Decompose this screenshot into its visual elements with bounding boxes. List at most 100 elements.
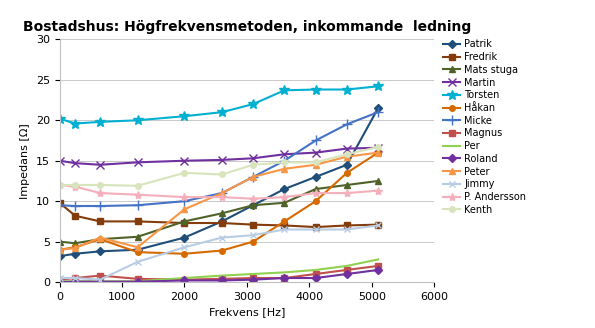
Kenth <box>56 183 63 187</box>
P. Andersson <box>312 191 319 195</box>
Per <box>96 279 104 283</box>
Line: Kenth: Kenth <box>57 144 381 189</box>
Martin <box>281 152 288 156</box>
Fredrik <box>134 219 141 223</box>
Patrik <box>218 219 226 223</box>
Magnus <box>375 264 382 268</box>
Fredrik <box>249 223 256 227</box>
Roland <box>181 278 188 282</box>
Magnus <box>56 278 63 282</box>
Torsten <box>134 118 141 122</box>
Line: Patrik: Patrik <box>57 105 381 259</box>
Kenth <box>375 145 382 149</box>
Line: Fredrik: Fredrik <box>57 200 381 230</box>
P. Andersson <box>343 191 350 195</box>
Håkan <box>134 250 141 254</box>
Peter <box>96 236 104 239</box>
Mats stuga <box>375 179 382 183</box>
Roland <box>56 280 63 284</box>
Per <box>249 272 256 276</box>
Martin <box>96 163 104 167</box>
Torsten <box>56 117 63 121</box>
Per <box>134 279 141 283</box>
Per <box>181 276 188 280</box>
Micke <box>343 122 350 126</box>
Micke <box>71 204 79 208</box>
Peter <box>56 248 63 252</box>
Magnus <box>218 277 226 281</box>
Mats stuga <box>218 211 226 215</box>
Martin <box>134 160 141 164</box>
Roland <box>312 276 319 280</box>
Mats stuga <box>96 237 104 241</box>
Peter <box>312 163 319 167</box>
Mats stuga <box>134 235 141 239</box>
Line: Micke: Micke <box>55 107 383 211</box>
Y-axis label: Impedans [Ω]: Impedans [Ω] <box>20 123 30 198</box>
P. Andersson <box>181 195 188 199</box>
Peter <box>249 175 256 179</box>
Kenth <box>312 160 319 164</box>
Kenth <box>218 173 226 176</box>
Mats stuga <box>71 241 79 245</box>
Legend: Patrik, Fredrik, Mats stuga, Martin, Torsten, Håkan, Micke, Magnus, Per, Roland,: Patrik, Fredrik, Mats stuga, Martin, Tor… <box>443 39 527 215</box>
Torsten <box>281 88 288 92</box>
Roland <box>218 278 226 282</box>
Magnus <box>343 268 350 272</box>
Jimmy <box>181 245 188 249</box>
P. Andersson <box>249 197 256 201</box>
Fredrik <box>375 223 382 227</box>
Torsten <box>218 110 226 114</box>
Kenth <box>71 183 79 187</box>
Patrik <box>71 252 79 256</box>
P. Andersson <box>281 195 288 199</box>
Patrik <box>312 175 319 179</box>
Jimmy <box>218 236 226 239</box>
Håkan <box>56 248 63 252</box>
Torsten <box>249 102 256 106</box>
P. Andersson <box>71 185 79 189</box>
Roland <box>71 280 79 284</box>
Peter <box>181 207 188 211</box>
Micke <box>281 159 288 163</box>
Jimmy <box>134 260 141 264</box>
P. Andersson <box>218 195 226 199</box>
Micke <box>134 203 141 207</box>
Torsten <box>375 84 382 88</box>
Torsten <box>343 88 350 92</box>
Fredrik <box>312 225 319 229</box>
Line: Håkan: Håkan <box>57 150 381 256</box>
Micke <box>375 110 382 114</box>
Per <box>281 270 288 274</box>
Magnus <box>96 274 104 277</box>
Patrik <box>281 187 288 191</box>
Patrik <box>134 248 141 252</box>
Line: Magnus: Magnus <box>57 263 381 282</box>
P. Andersson <box>375 189 382 193</box>
Håkan <box>181 252 188 256</box>
Fredrik <box>181 221 188 225</box>
Håkan <box>249 240 256 244</box>
Torsten <box>181 114 188 118</box>
Torsten <box>312 88 319 92</box>
Torsten <box>71 122 79 126</box>
Martin <box>181 159 188 163</box>
P. Andersson <box>96 191 104 195</box>
Micke <box>218 191 226 195</box>
Patrik <box>181 236 188 239</box>
Patrik <box>375 106 382 110</box>
Line: Jimmy: Jimmy <box>56 222 381 283</box>
Jimmy <box>375 223 382 227</box>
Martin <box>218 158 226 162</box>
Micke <box>249 175 256 179</box>
Håkan <box>96 237 104 241</box>
Per <box>56 279 63 283</box>
Håkan <box>281 219 288 223</box>
Fredrik <box>218 221 226 225</box>
Magnus <box>249 276 256 280</box>
Fredrik <box>281 223 288 227</box>
Håkan <box>343 171 350 175</box>
Kenth <box>96 183 104 187</box>
Line: Mats stuga: Mats stuga <box>57 178 381 246</box>
Patrik <box>249 203 256 207</box>
